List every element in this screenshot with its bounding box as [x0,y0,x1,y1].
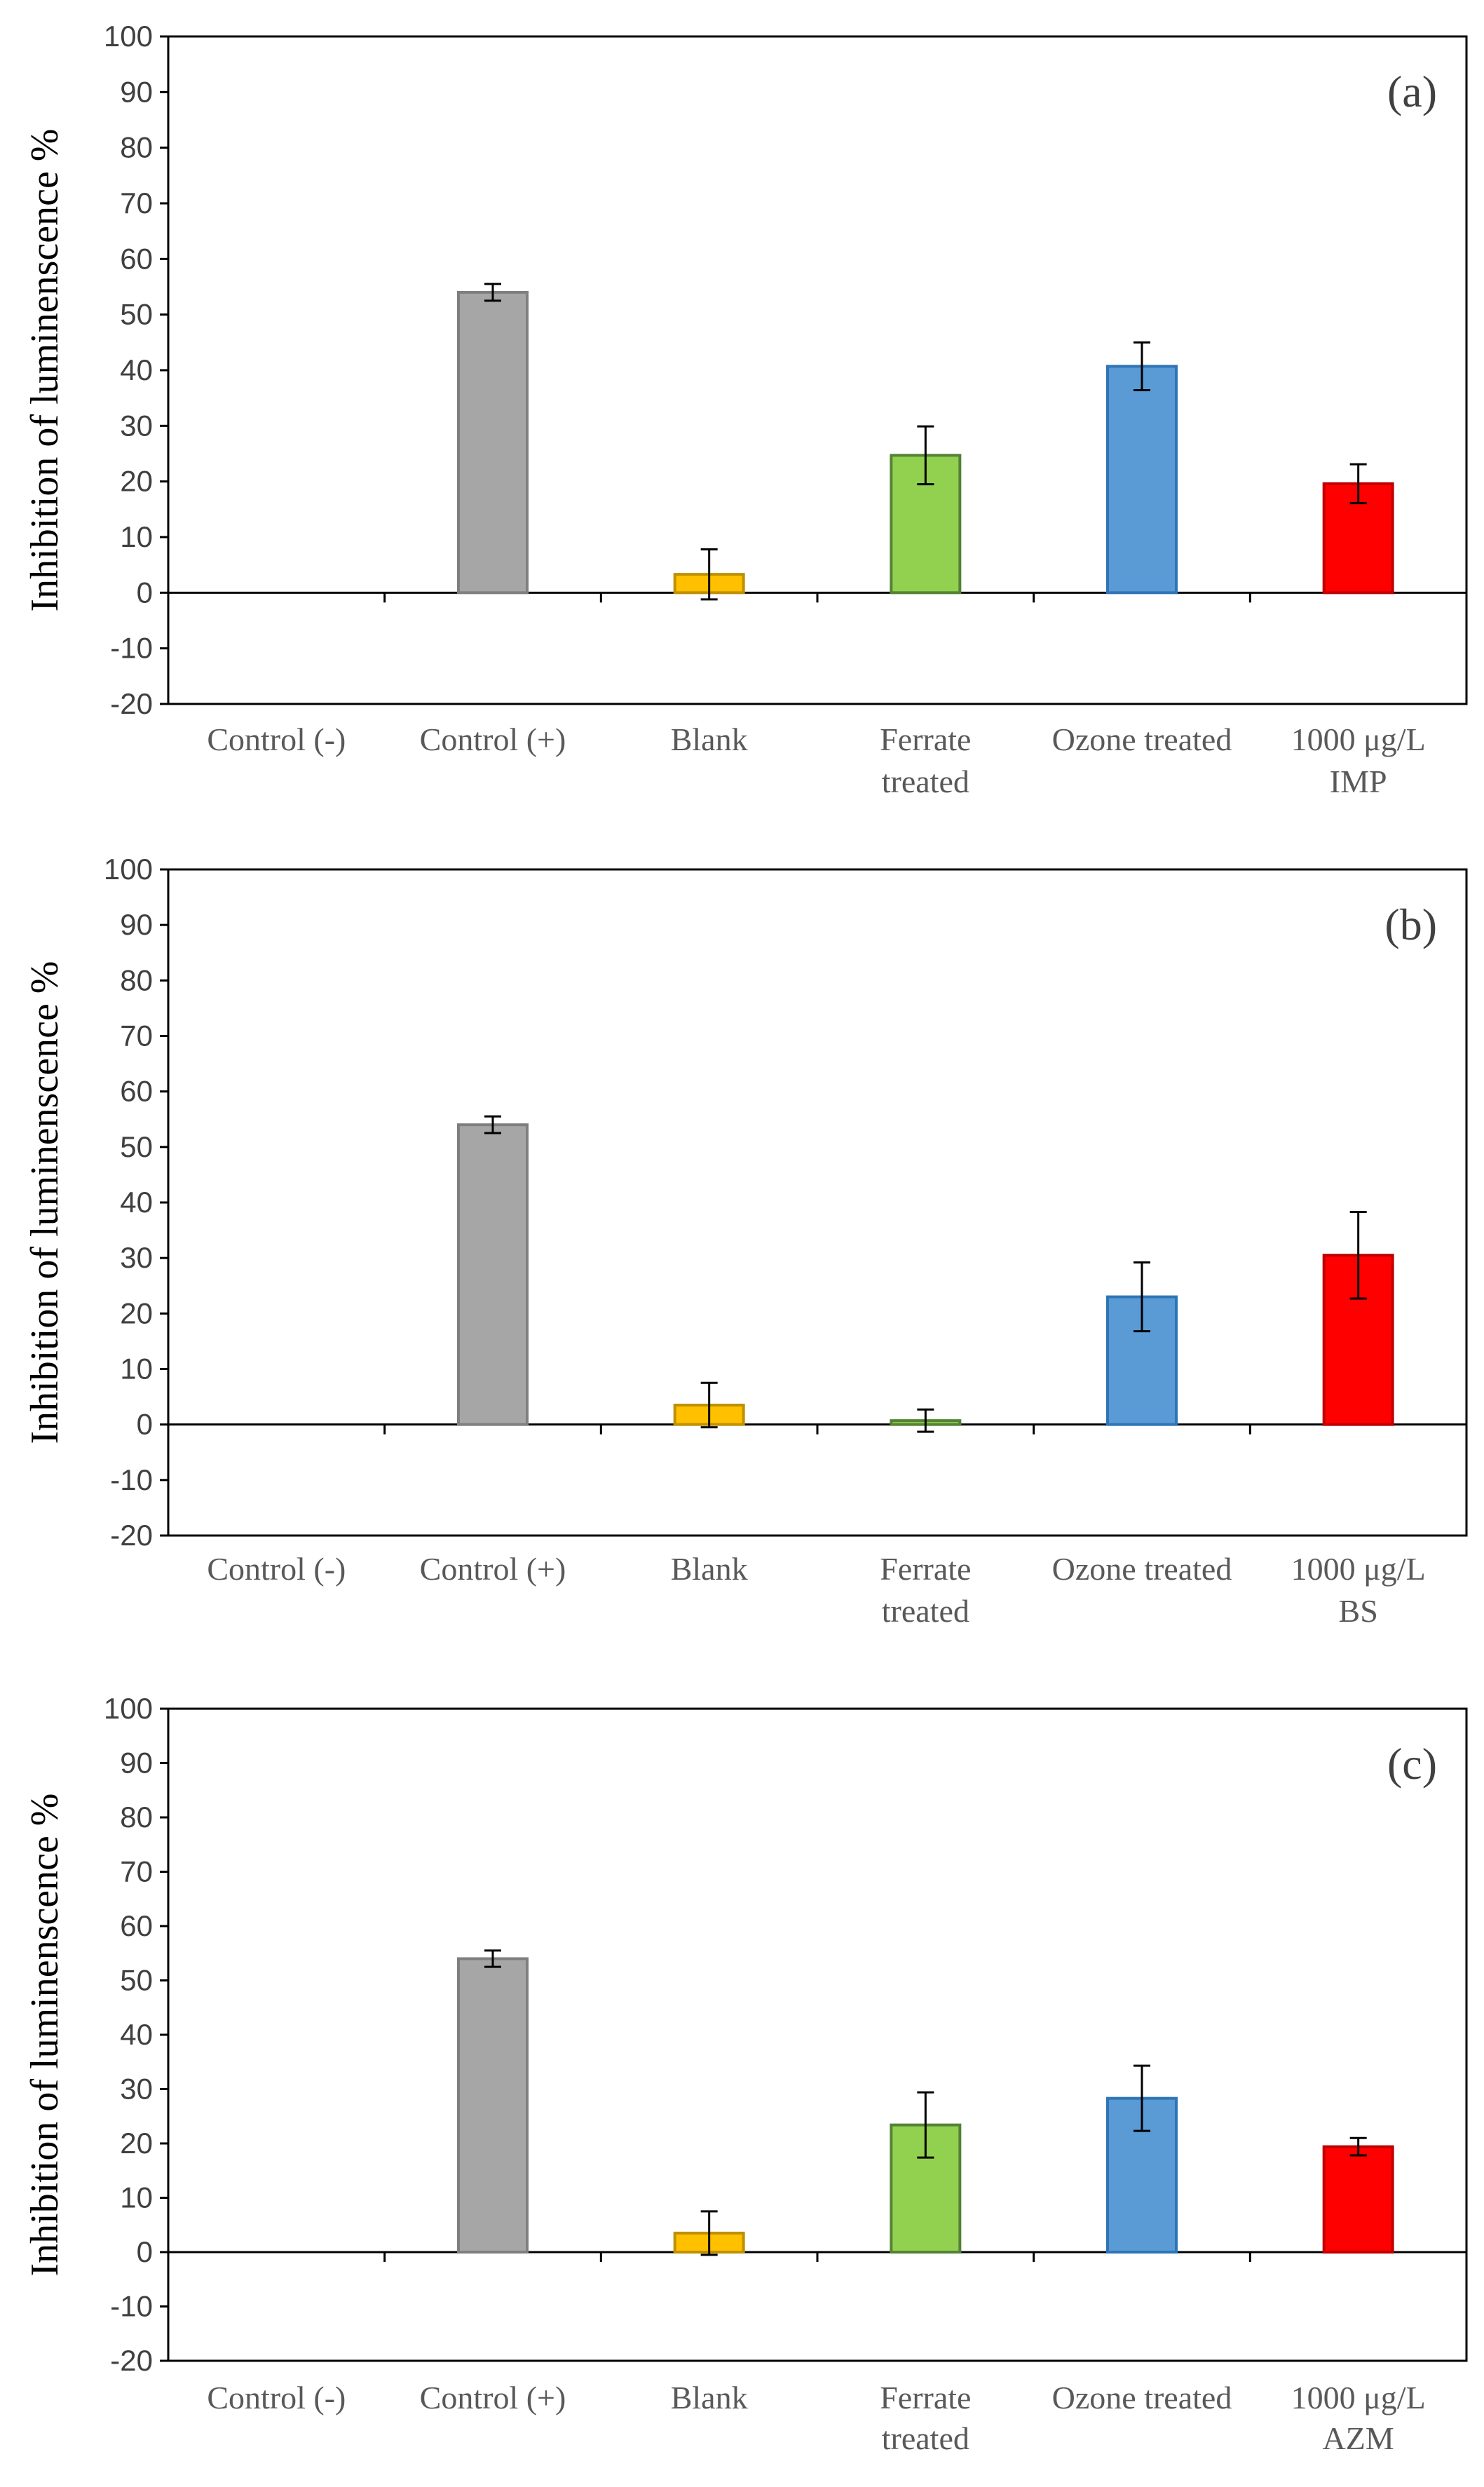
y-axis-label: Inhibition of luminenscence % [23,129,67,612]
y-tick-label: 70 [120,1019,153,1052]
y-tick-label: 80 [120,1801,153,1834]
y-tick-label: 30 [120,409,153,442]
y-tick-label: 20 [120,1296,153,1329]
y-axis-label: Inhibition of luminenscence % [23,961,67,1444]
y-tick-label: 20 [120,465,153,498]
y-tick-label: 90 [120,908,153,941]
category-label: 1000 μg/L [1291,2380,1426,2415]
category-label: Ozone treated [1052,1551,1232,1587]
category-label: Control (+) [420,2380,566,2415]
y-tick-label: 40 [120,353,153,386]
category-label: IMP [1330,764,1387,799]
bar [457,1957,529,2254]
y-tick-label: 40 [120,1186,153,1219]
plot-area-frame [167,35,1468,705]
category-label: Control (-) [207,1551,346,1587]
y-tick-label: 70 [120,1855,153,1888]
y-tick-label: 0 [137,576,153,609]
bar [457,290,529,595]
panel-label: (a) [1387,67,1437,116]
y-tick-label: -10 [110,632,153,665]
category-label: Control (+) [420,1551,566,1587]
y-tick-label: 100 [104,1692,153,1725]
category-label: AZM [1323,2420,1394,2456]
category-label: Blank [671,2380,748,2415]
category-label: Ferrate [880,1551,971,1587]
category-label: Control (-) [207,2380,346,2415]
y-tick-label: 100 [104,20,153,53]
y-tick-label: 80 [120,963,153,996]
y-tick-label: 20 [120,2127,153,2160]
y-tick-label: 90 [120,75,153,108]
bar [1106,365,1178,595]
y-tick-label: 0 [137,1408,153,1441]
category-label: Blank [671,1551,748,1587]
y-tick-label: 90 [120,1747,153,1780]
plot-area-frame [167,868,1468,1537]
y-tick-label: -10 [110,2290,153,2323]
y-tick-label: 30 [120,2073,153,2106]
y-tick-label: -10 [110,1463,153,1496]
y-tick-label: 60 [120,1909,153,1942]
y-tick-label: 80 [120,131,153,164]
panel-label: (c) [1387,1739,1437,1789]
y-tick-label: 70 [120,187,153,219]
category-label: treated [882,764,969,799]
panel-label: (b) [1384,900,1437,949]
category-label: Ferrate [880,721,971,757]
y-tick-label: 60 [120,242,153,275]
y-tick-label: -20 [110,1519,153,1552]
y-tick-label: 30 [120,1241,153,1274]
y-tick-label: 50 [120,298,153,331]
y-tick-label: 50 [120,1964,153,1997]
category-label: treated [882,1593,969,1629]
category-label: treated [882,2420,969,2456]
y-tick-label: 10 [120,520,153,553]
bar [890,2123,962,2254]
y-tick-label: -20 [110,687,153,720]
category-label: 1000 μg/L [1291,721,1426,757]
y-tick-label: 0 [137,2235,153,2268]
y-tick-label: -20 [110,2344,153,2377]
category-label: Blank [671,721,748,757]
category-label: BS [1339,1593,1378,1629]
y-tick-label: 10 [120,2181,153,2214]
category-label: 1000 μg/L [1291,1551,1426,1587]
y-tick-label: 10 [120,1353,153,1385]
bar [457,1123,529,1426]
category-label: Ferrate [880,2380,971,2415]
y-tick-label: 100 [104,853,153,886]
y-tick-label: 60 [120,1075,153,1108]
y-tick-label: 40 [120,2018,153,2051]
category-label: Control (+) [420,721,566,757]
category-label: Ozone treated [1052,2380,1232,2415]
category-label: Ozone treated [1052,721,1232,757]
category-label: Control (-) [207,721,346,757]
plot-area-frame [167,1707,1468,2362]
bar [1322,2145,1394,2254]
y-tick-label: 50 [120,1130,153,1163]
y-axis-label: Inhibition of luminenscence % [23,1794,67,2277]
